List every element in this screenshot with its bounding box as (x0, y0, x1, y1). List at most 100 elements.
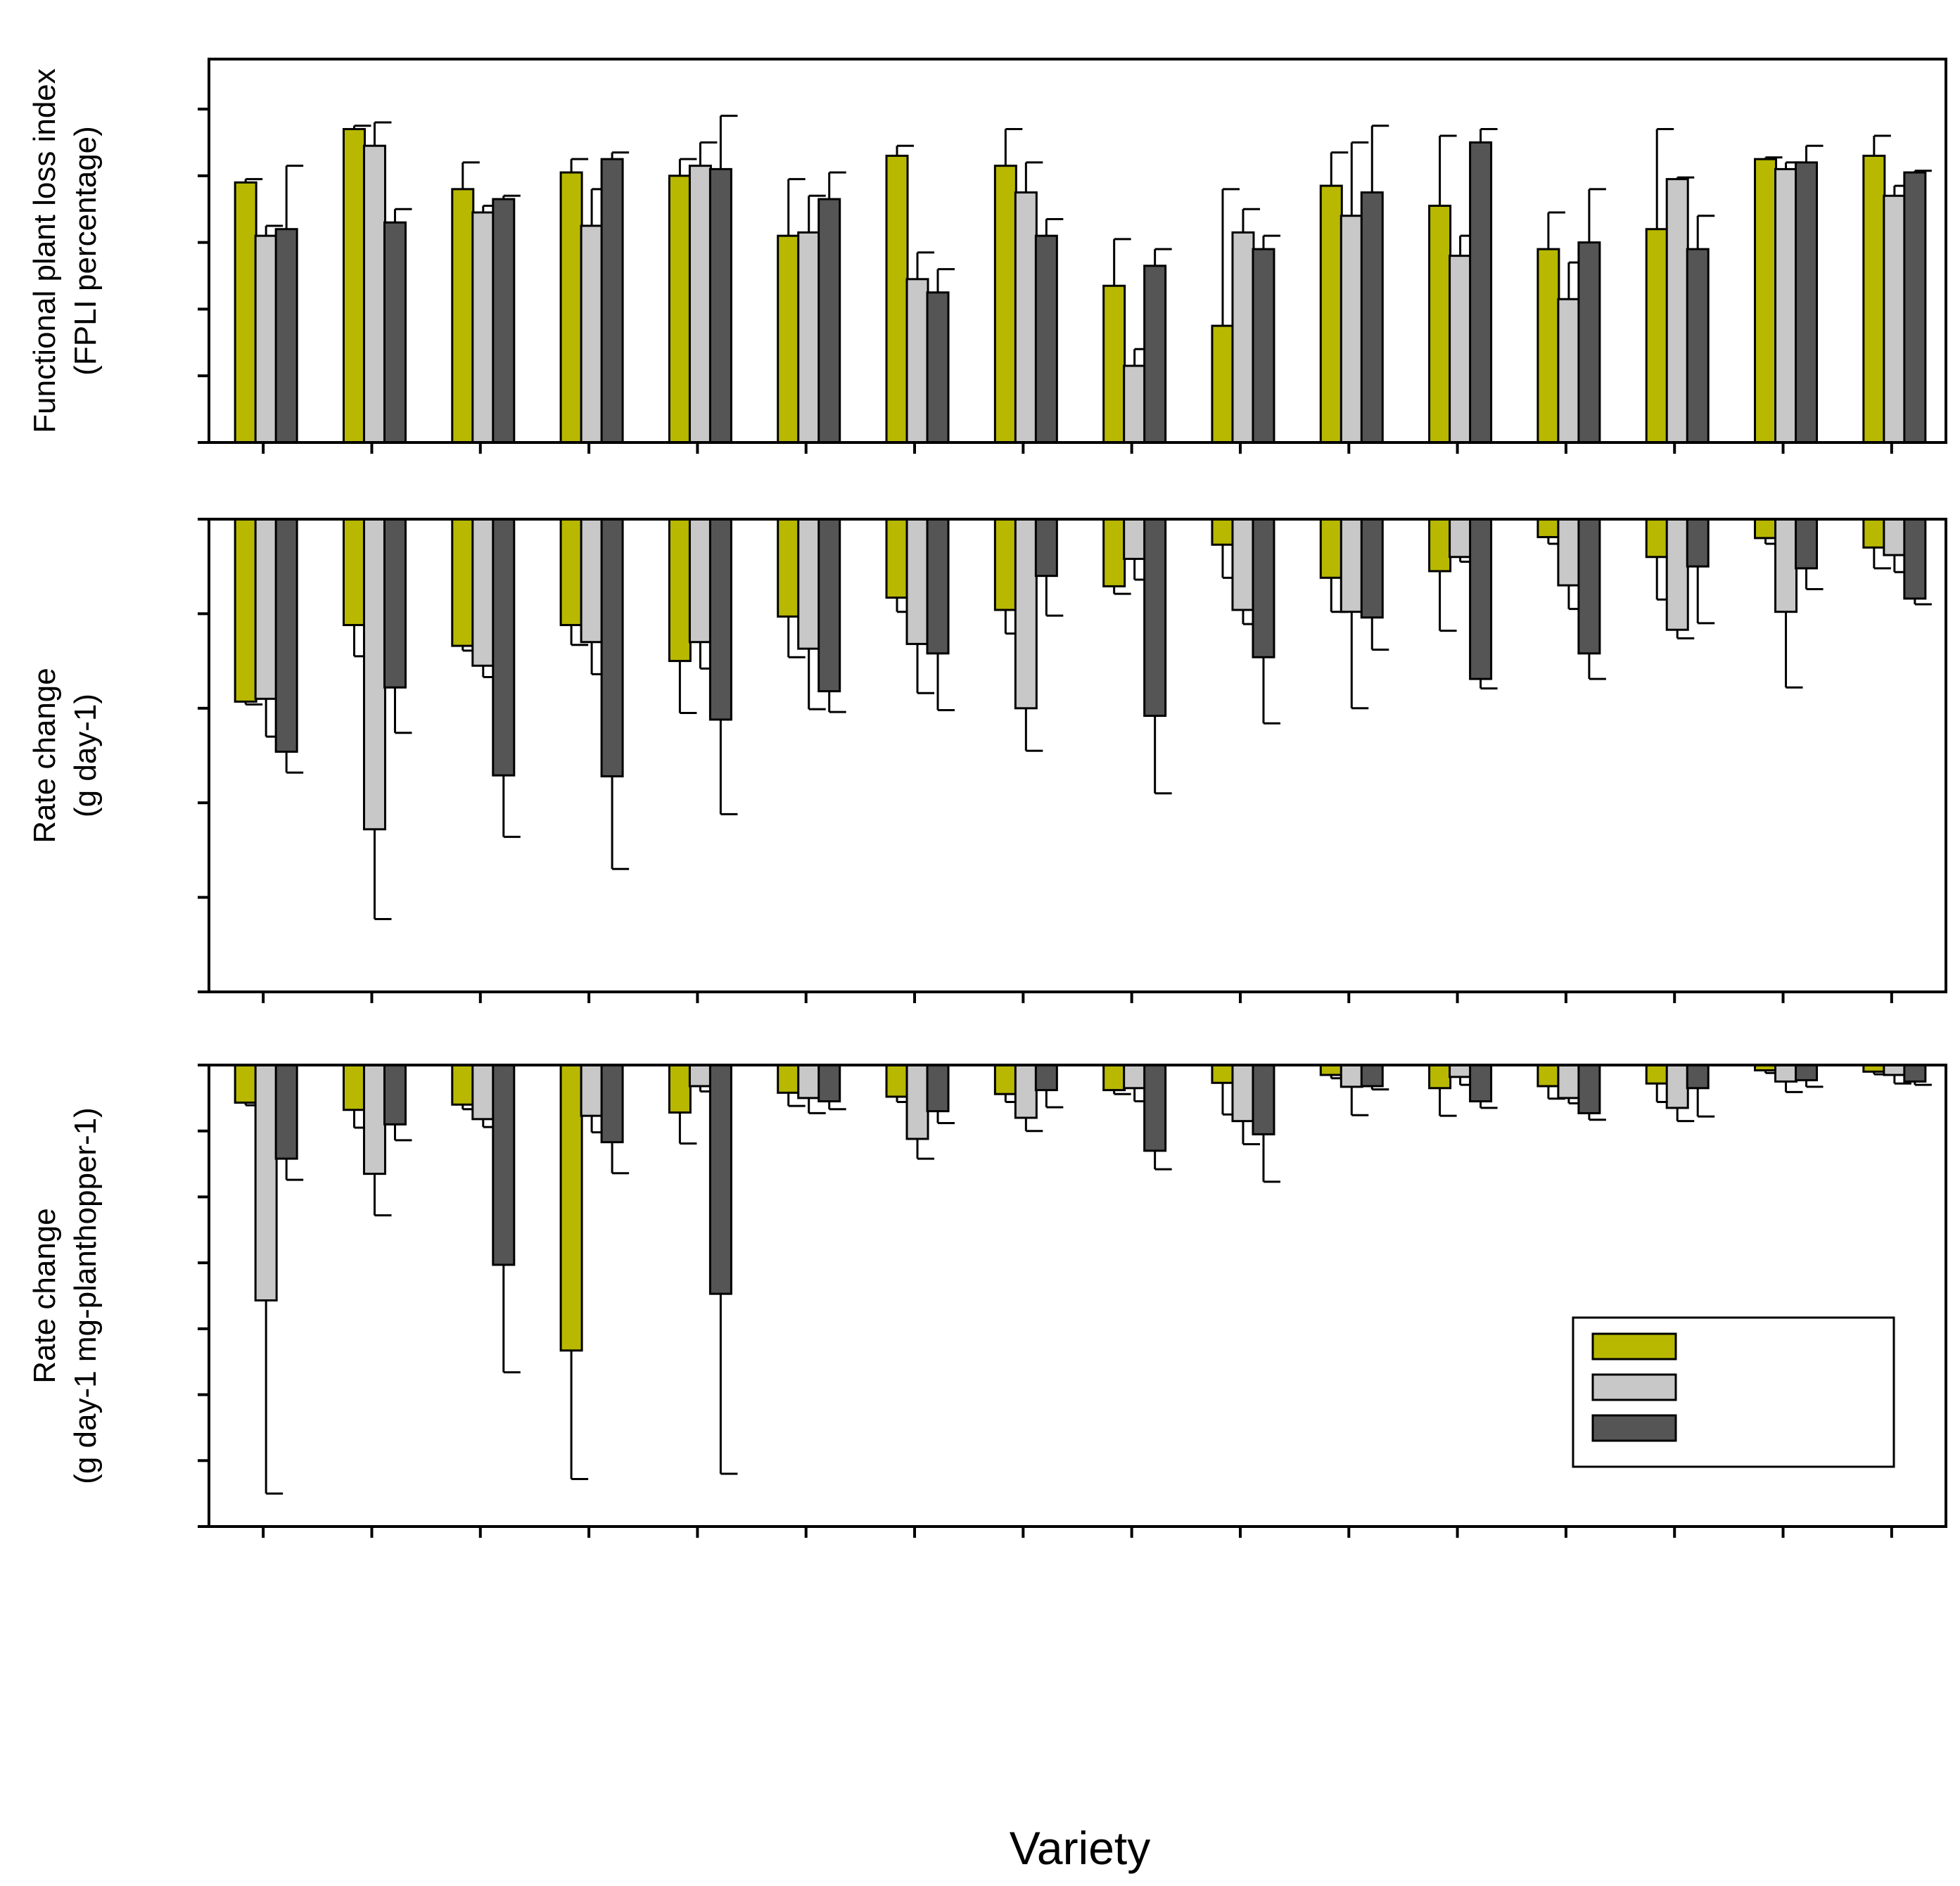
bar-a-s2-10 (1360, 191, 1384, 444)
bar-c-s1-14 (1774, 1064, 1798, 1083)
bar-b-s1-2 (471, 518, 495, 667)
panel-b: Rate change (g day-1) (27, 518, 1947, 1003)
bar-a-s2-4 (708, 167, 732, 444)
bar-a-s2-11 (1469, 141, 1493, 444)
bar-b-s2-4 (708, 518, 732, 721)
bar-a-s1-11 (1449, 255, 1472, 444)
panel-c: Rate change (g day-1 mg-planthopper-1) (27, 1064, 1947, 1538)
bar-b-s0-5 (777, 518, 801, 618)
bar-b-s2-1 (383, 518, 407, 689)
bar-a-s1-15 (1883, 194, 1907, 444)
bar-b-s0-1 (342, 518, 366, 627)
bar-c-s0-13 (1645, 1064, 1669, 1085)
bar-c-s1-12 (1557, 1064, 1581, 1100)
bar-a-s2-14 (1795, 161, 1819, 444)
bar-a-s0-15 (1862, 154, 1886, 444)
bar-c-s0-3 (559, 1064, 583, 1352)
bar-b-s0-3 (559, 518, 583, 627)
bar-a-s1-8 (1123, 364, 1147, 444)
bar-a-s0-7 (993, 165, 1017, 444)
bar-b-s0-14 (1754, 518, 1778, 540)
bar-a-s1-12 (1557, 298, 1581, 444)
bar-c-s2-3 (600, 1064, 624, 1144)
bar-c-s0-2 (451, 1064, 475, 1106)
bar-b-s2-9 (1252, 518, 1275, 658)
bar-b-s1-0 (254, 518, 278, 700)
bar-a-s1-9 (1231, 231, 1255, 444)
bar-a-s2-1 (383, 221, 407, 444)
bar-b-s1-1 (362, 518, 386, 831)
plot-frame (208, 1064, 1947, 1528)
bar-c-s0-11 (1428, 1064, 1452, 1090)
bar-b-s1-10 (1339, 518, 1363, 613)
legend-swatch (1591, 1373, 1677, 1401)
bar-b-s1-3 (580, 518, 604, 644)
bar-c-s0-4 (668, 1064, 692, 1114)
bar-a-s1-2 (471, 211, 495, 444)
bar-b-s0-4 (668, 518, 692, 663)
bar-c-s2-1 (383, 1064, 407, 1126)
bar-c-s1-8 (1123, 1064, 1147, 1090)
bar-a-s0-13 (1645, 228, 1669, 444)
bar-a-s1-14 (1774, 167, 1798, 444)
bar-c-s2-8 (1143, 1064, 1167, 1152)
bar-c-s0-10 (1319, 1064, 1343, 1076)
bar-b-s2-12 (1577, 518, 1601, 655)
bar-c-s1-10 (1339, 1064, 1363, 1088)
bar-c-s0-7 (993, 1064, 1017, 1095)
bar-a-s0-2 (451, 188, 475, 444)
bar-c-s2-5 (817, 1064, 841, 1103)
bar-b-s2-14 (1795, 518, 1819, 570)
panel-a: Functional plant loss index (FPLI percent… (27, 58, 1947, 454)
bar-a-s0-10 (1319, 184, 1343, 444)
bar-b-s0-10 (1319, 518, 1343, 579)
bar-b-s1-11 (1449, 518, 1472, 559)
bar-a-s0-5 (777, 234, 801, 444)
bar-c-s1-2 (471, 1064, 495, 1121)
bar-a-s0-4 (668, 174, 692, 444)
bar-b-s1-7 (1014, 518, 1038, 710)
bar-b-s2-3 (600, 518, 624, 778)
bar-b-s1-14 (1774, 518, 1798, 613)
bar-a-s1-5 (797, 231, 821, 444)
bar-a-s0-0 (234, 181, 257, 444)
bar-b-s0-2 (451, 518, 475, 647)
bar-c-s1-11 (1449, 1064, 1472, 1078)
bar-a-s1-1 (362, 144, 386, 444)
bar-c-s0-1 (342, 1064, 366, 1111)
bar-a-s1-0 (254, 234, 278, 444)
bar-a-s2-6 (926, 291, 950, 444)
x-axis-label: Variety (1010, 1822, 1151, 1874)
bar-b-s2-15 (1903, 518, 1927, 600)
bar-c-s2-4 (708, 1064, 732, 1295)
bar-c-s1-5 (797, 1064, 821, 1100)
bar-c-s2-11 (1469, 1064, 1493, 1103)
bar-b-s2-13 (1686, 518, 1710, 568)
bar-b-s2-11 (1469, 518, 1493, 680)
bar-c-s1-3 (580, 1064, 604, 1117)
bar-a-s0-9 (1211, 324, 1235, 444)
bar-b-s1-13 (1665, 518, 1689, 631)
bar-c-s2-15 (1903, 1064, 1927, 1083)
bar-c-s1-6 (905, 1064, 929, 1140)
bar-c-s2-9 (1252, 1064, 1275, 1135)
bar-c-s2-7 (1034, 1064, 1058, 1092)
bar-a-s0-8 (1102, 284, 1126, 444)
bar-a-s2-13 (1686, 248, 1710, 444)
plot-frame (208, 518, 1947, 993)
bar-a-s0-14 (1754, 158, 1778, 444)
bar-a-s1-7 (1014, 191, 1038, 444)
bar-c-s1-7 (1014, 1064, 1038, 1119)
bar-c-s0-8 (1102, 1064, 1126, 1092)
plot-frame (208, 58, 1947, 444)
y-axis-label-line1: Functional plant loss index (27, 68, 62, 433)
bar-b-s0-9 (1211, 518, 1235, 546)
bar-a-s0-1 (342, 128, 366, 444)
bar-c-s0-0 (234, 1064, 257, 1104)
bar-b-s2-8 (1143, 518, 1167, 718)
bar-b-s0-12 (1536, 518, 1560, 539)
bar-c-s1-0 (254, 1064, 278, 1302)
bar-c-s1-13 (1665, 1064, 1689, 1109)
bar-c-s2-6 (926, 1064, 950, 1113)
bar-a-s1-10 (1339, 215, 1363, 444)
